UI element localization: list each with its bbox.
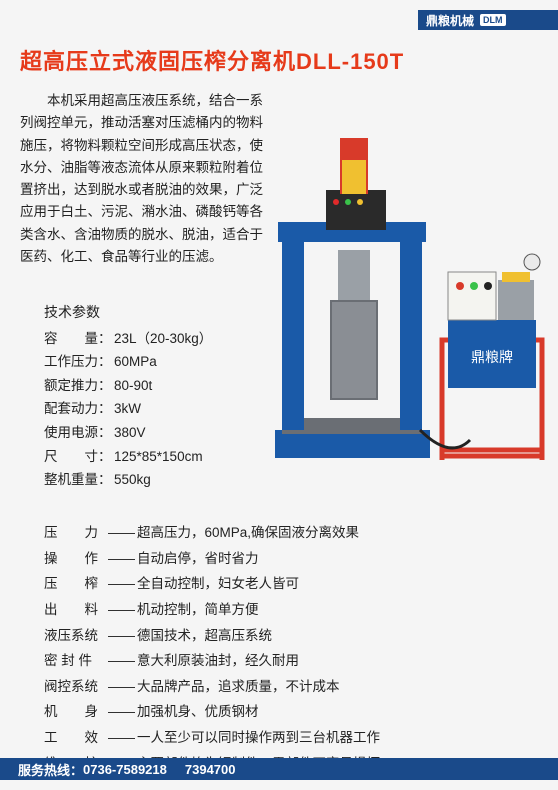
product-image: 鼎粮牌 [270,130,550,490]
feature-row: 压 力——超高压力，60MPa,确保固液分离效果 [44,520,380,546]
spec-value: 125*85*150cm [114,445,203,469]
spec-row: 使用电源：380V [44,421,212,445]
feature-value: 大品牌产品，追求质量，不计成本 [137,674,340,700]
footer-label: 服务热线： [18,760,83,779]
spec-label: 尺 寸： [44,445,114,469]
feature-separator: —— [108,597,135,623]
features-block: 压 力——超高压力，60MPa,确保固液分离效果操 作——自动启停，省时省力压 … [44,520,380,776]
feature-value: 自动启停，省时省力 [137,546,259,572]
brand-en-badge: DLM [480,14,506,26]
spec-row: 尺 寸：125*85*150cm [44,445,212,469]
footer-phone-2: 7394700 [185,762,236,777]
spec-row: 整机重量：550kg [44,468,212,492]
spec-row: 额定推力：80-90t [44,374,212,398]
feature-label: 阀控系统 [44,674,106,700]
spec-row: 配套动力：3kW [44,397,212,421]
feature-value: 加强机身、优质钢材 [137,699,259,725]
product-description: 本机采用超高压液压系统，结合一系列阀控单元，推动活塞对压滤桶内的物料施压，将物料… [20,90,265,268]
feature-separator: —— [108,648,135,674]
feature-label: 操 作 [44,546,106,572]
feature-separator: —— [108,699,135,725]
feature-label: 液压系统 [44,623,106,649]
spec-value: 550kg [114,468,151,492]
spec-value: 380V [114,421,146,445]
spec-value: 80-90t [114,374,152,398]
feature-label: 密 封 件 [44,648,106,674]
header-brand-bar: 鼎粮机械 DLM [418,10,558,30]
footer-bar: 服务热线： 0736-7589218 7394700 [0,758,558,780]
feature-label: 压 榨 [44,571,106,597]
feature-separator: —— [108,546,135,572]
spec-value: 3kW [114,397,141,421]
footer-phone-1: 0736-7589218 [83,762,167,777]
feature-value: 德国技术，超高压系统 [137,623,272,649]
feature-separator: —— [108,520,135,546]
feature-value: 超高压力，60MPa,确保固液分离效果 [137,520,359,546]
spec-label: 容 量： [44,327,114,351]
feature-row: 密 封 件——意大利原装油封，经久耐用 [44,648,380,674]
spec-label: 整机重量： [44,468,114,492]
specs-block: 技术参数 容 量：23L（20-30kg）工作压力：60MPa额定推力：80-9… [44,300,212,492]
feature-row: 工 效——一人至少可以同时操作两到三台机器工作 [44,725,380,751]
machine-brand-label: 鼎粮牌 [471,349,513,366]
page-title: 超高压立式液固压榨分离机DLL-150T [20,44,404,76]
feature-value: 一人至少可以同时操作两到三台机器工作 [137,725,380,751]
feature-row: 阀控系统——大品牌产品，追求质量，不计成本 [44,674,380,700]
feature-separator: —— [108,725,135,751]
feature-row: 出 料——机动控制，简单方便 [44,597,380,623]
feature-label: 出 料 [44,597,106,623]
feature-separator: —— [108,623,135,649]
spec-label: 配套动力： [44,397,114,421]
feature-value: 全自动控制，妇女老人皆可 [137,571,299,597]
feature-row: 液压系统——德国技术，超高压系统 [44,623,380,649]
spec-row: 工作压力：60MPa [44,350,212,374]
spec-label: 额定推力： [44,374,114,398]
brand-cn: 鼎粮机械 [426,12,474,29]
spec-value: 23L（20-30kg） [114,327,212,351]
feature-row: 操 作——自动启停，省时省力 [44,546,380,572]
feature-label: 压 力 [44,520,106,546]
spec-value: 60MPa [114,350,157,374]
spec-row: 容 量：23L（20-30kg） [44,327,212,351]
feature-label: 工 效 [44,725,106,751]
spec-label: 使用电源： [44,421,114,445]
feature-separator: —— [108,674,135,700]
feature-row: 机 身——加强机身、优质钢材 [44,699,380,725]
feature-value: 机动控制，简单方便 [137,597,259,623]
feature-value: 意大利原装油封，经久耐用 [137,648,299,674]
spec-label: 工作压力： [44,350,114,374]
specs-heading: 技术参数 [44,300,212,325]
feature-separator: —— [108,571,135,597]
feature-row: 压 榨——全自动控制，妇女老人皆可 [44,571,380,597]
feature-label: 机 身 [44,699,106,725]
